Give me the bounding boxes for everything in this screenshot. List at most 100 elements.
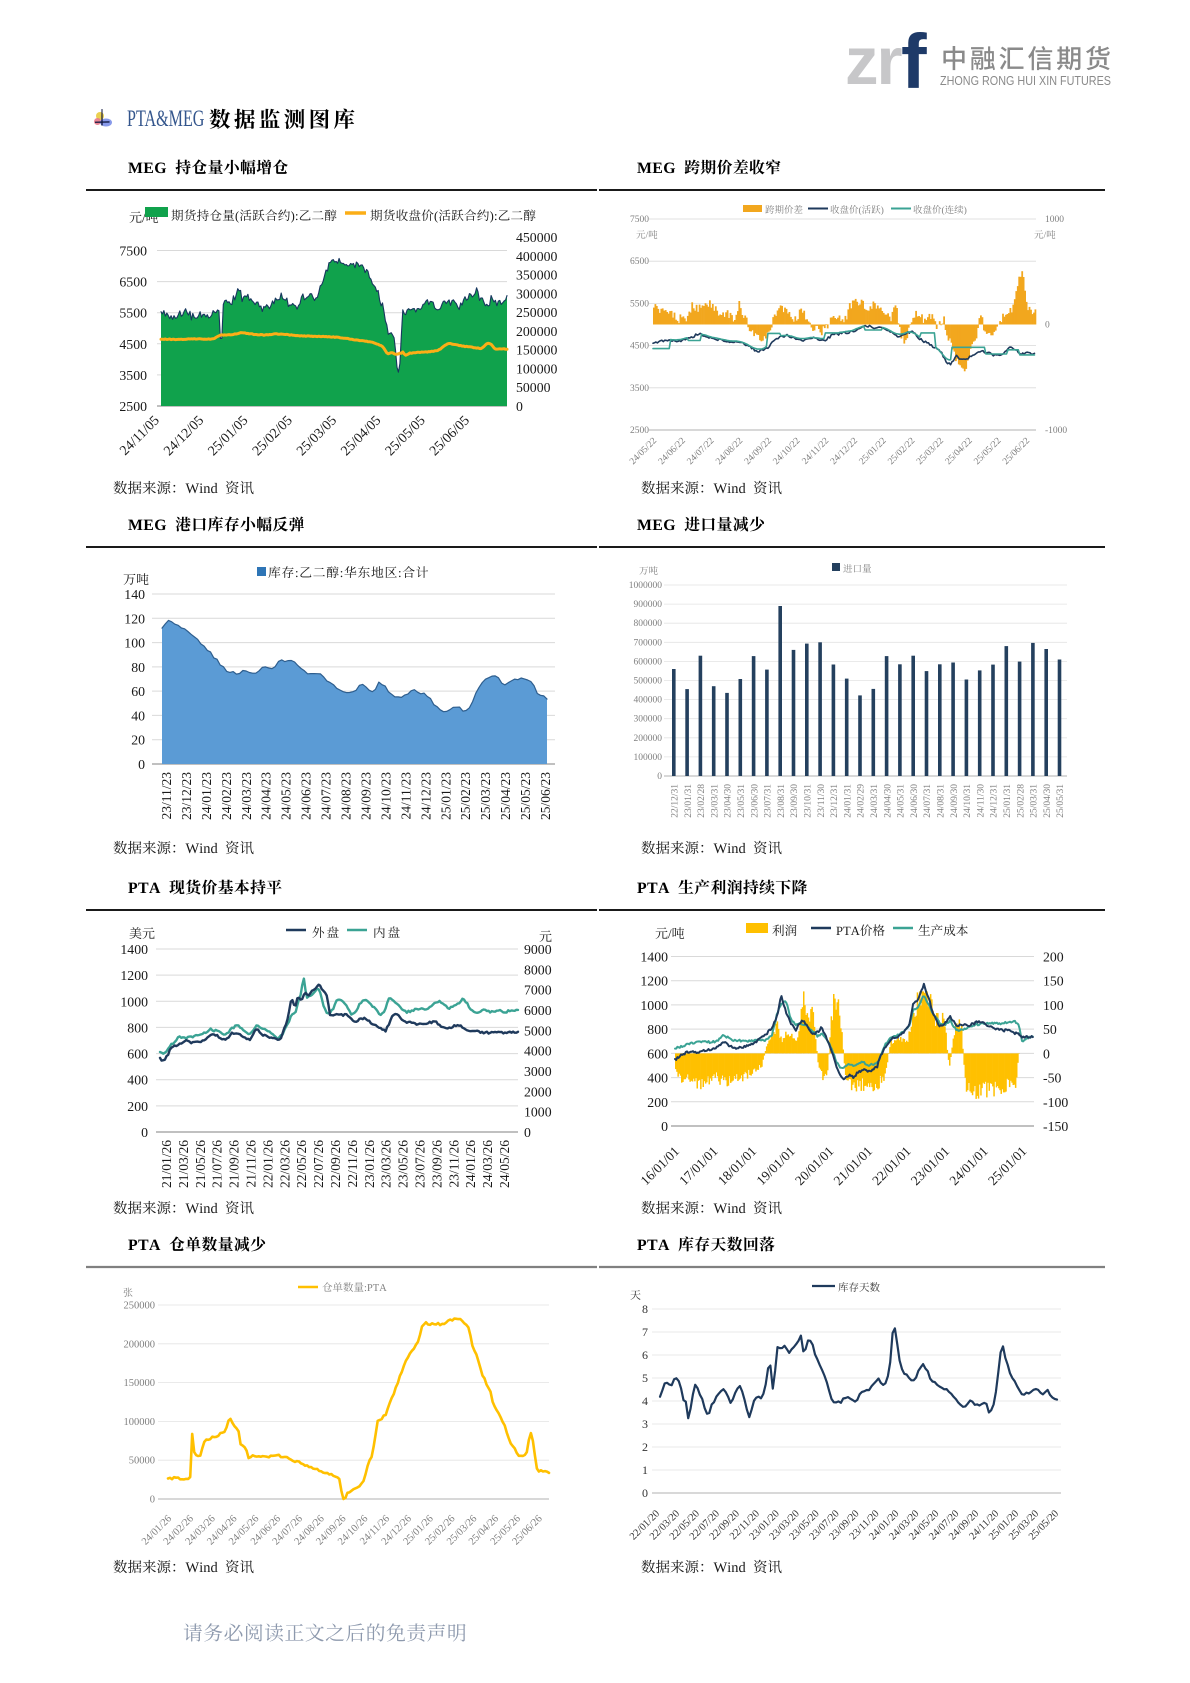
svg-text:60: 60 [131, 684, 145, 699]
svg-text:0: 0 [657, 772, 662, 782]
svg-text:25/04/23: 25/04/23 [498, 772, 513, 820]
svg-text:20/01/01: 20/01/01 [792, 1144, 837, 1189]
svg-text:21/01/01: 21/01/01 [831, 1144, 876, 1189]
svg-text:25/02/22: 25/02/22 [886, 436, 917, 467]
svg-text:25/06/22: 25/06/22 [1001, 436, 1032, 467]
svg-text:400000: 400000 [516, 249, 557, 264]
svg-text:24/05/31: 24/05/31 [897, 784, 907, 818]
svg-text:24/12/05: 24/12/05 [161, 413, 207, 459]
svg-text:24/02/29: 24/02/29 [857, 784, 867, 818]
svg-text:7500: 7500 [119, 244, 147, 259]
svg-text:25/06/05: 25/06/05 [427, 413, 473, 459]
svg-text:24/07/22: 24/07/22 [686, 436, 717, 467]
svg-text:18/01/01: 18/01/01 [715, 1144, 760, 1189]
svg-text:6: 6 [642, 1348, 648, 1362]
svg-text:200: 200 [127, 1099, 148, 1114]
svg-text:23/09/26: 23/09/26 [429, 1140, 444, 1188]
svg-text:80: 80 [131, 660, 145, 675]
svg-text:24/08/31: 24/08/31 [937, 784, 947, 818]
svg-text:17/01/01: 17/01/01 [676, 1144, 721, 1189]
svg-text:300000: 300000 [634, 715, 663, 725]
svg-text:300000: 300000 [516, 286, 557, 301]
svg-text:600000: 600000 [634, 657, 663, 667]
svg-text:-50: -50 [1043, 1071, 1061, 1086]
svg-text:24/01/01: 24/01/01 [946, 1144, 991, 1189]
svg-text:5: 5 [642, 1371, 648, 1385]
svg-text:24/08/23: 24/08/23 [339, 772, 354, 820]
svg-text:ZHONG RONG HUI XIN FUTURES: ZHONG RONG HUI XIN FUTURES [940, 73, 1111, 88]
svg-text:22/09/26: 22/09/26 [328, 1140, 343, 1188]
svg-text:24/04/30: 24/04/30 [883, 784, 893, 818]
svg-text:24/04/23: 24/04/23 [259, 772, 274, 820]
svg-text:23/07/26: 23/07/26 [413, 1140, 428, 1188]
svg-text:-100: -100 [1043, 1095, 1068, 1110]
svg-text:19/01/01: 19/01/01 [753, 1144, 798, 1189]
svg-text:24/03/31: 24/03/31 [870, 784, 880, 818]
svg-text:24/12/22: 24/12/22 [829, 436, 860, 467]
svg-text:25/05/05: 25/05/05 [383, 413, 429, 459]
svg-text:0: 0 [661, 1119, 668, 1134]
svg-text:7: 7 [642, 1325, 648, 1339]
svg-text:24/02/23: 24/02/23 [219, 772, 234, 820]
svg-text:0: 0 [150, 1495, 155, 1506]
svg-text:4500: 4500 [119, 337, 147, 352]
svg-text:120: 120 [124, 611, 145, 626]
svg-text:24/11/23: 24/11/23 [398, 772, 413, 820]
svg-text:800000: 800000 [634, 619, 663, 629]
svg-text:100000: 100000 [516, 361, 557, 376]
svg-text:200000: 200000 [124, 1339, 156, 1350]
svg-text:21/05/26: 21/05/26 [193, 1140, 208, 1188]
svg-text:24/06/22: 24/06/22 [657, 436, 688, 467]
svg-text:250000: 250000 [516, 305, 557, 320]
svg-text:4000: 4000 [524, 1044, 552, 1059]
svg-text:-1000: -1000 [1045, 426, 1067, 436]
svg-text:1: 1 [642, 1463, 648, 1477]
svg-text:24/05/26: 24/05/26 [497, 1140, 512, 1188]
svg-text:25/02/23: 25/02/23 [458, 772, 473, 820]
svg-text:24/03/26: 24/03/26 [480, 1140, 495, 1188]
svg-text:23/12/23: 23/12/23 [179, 772, 194, 820]
svg-text:50: 50 [1043, 1022, 1057, 1037]
svg-text:21/01/26: 21/01/26 [159, 1140, 174, 1188]
svg-text:150000: 150000 [124, 1378, 156, 1389]
svg-text:2: 2 [642, 1440, 648, 1454]
svg-text:25/04/22: 25/04/22 [944, 436, 975, 467]
svg-text:150000: 150000 [516, 343, 557, 358]
svg-text:250000: 250000 [124, 1301, 156, 1312]
svg-text:4: 4 [642, 1394, 648, 1408]
svg-text:25/05/23: 25/05/23 [518, 772, 533, 820]
svg-text:24/01/23: 24/01/23 [199, 772, 214, 820]
svg-text:0: 0 [516, 399, 523, 414]
svg-text:25/03/31: 25/03/31 [1030, 784, 1040, 818]
svg-text:24/09/30: 24/09/30 [950, 784, 960, 818]
svg-text:1400: 1400 [120, 942, 148, 957]
svg-text:16/01/01: 16/01/01 [638, 1144, 683, 1189]
svg-text:23/07/31: 23/07/31 [764, 784, 774, 818]
svg-text:25/04/30: 25/04/30 [1043, 784, 1053, 818]
svg-text:3000: 3000 [524, 1064, 552, 1079]
svg-text:100000: 100000 [634, 753, 663, 763]
svg-text:0: 0 [138, 757, 145, 772]
svg-text:PTA&MEG: PTA&MEG [127, 106, 204, 131]
svg-text:400: 400 [127, 1073, 148, 1088]
svg-text:23/08/31: 23/08/31 [777, 784, 787, 818]
svg-text:23/12/31: 23/12/31 [830, 784, 840, 818]
svg-text:25/04/05: 25/04/05 [339, 413, 385, 459]
svg-text:24/07/23: 24/07/23 [319, 772, 334, 820]
svg-text:23/11/30: 23/11/30 [817, 784, 827, 818]
svg-text:23/05/26: 23/05/26 [396, 1140, 411, 1188]
svg-text:8000: 8000 [524, 962, 552, 977]
svg-text:0: 0 [141, 1125, 148, 1140]
svg-text:22/03/26: 22/03/26 [277, 1140, 292, 1188]
svg-text:zr: zr [845, 24, 903, 99]
svg-text:20: 20 [131, 733, 145, 748]
svg-text:200: 200 [647, 1095, 668, 1110]
svg-text:50000: 50000 [129, 1456, 155, 1467]
svg-text:9000: 9000 [524, 942, 552, 957]
svg-text:23/01/31: 23/01/31 [684, 784, 694, 818]
svg-text:25/01/22: 25/01/22 [858, 436, 889, 467]
svg-text:24/01/31: 24/01/31 [843, 784, 853, 818]
svg-text:4500: 4500 [630, 342, 649, 352]
svg-text:25/03/23: 25/03/23 [478, 772, 493, 820]
svg-text:23/11/23: 23/11/23 [159, 772, 174, 820]
